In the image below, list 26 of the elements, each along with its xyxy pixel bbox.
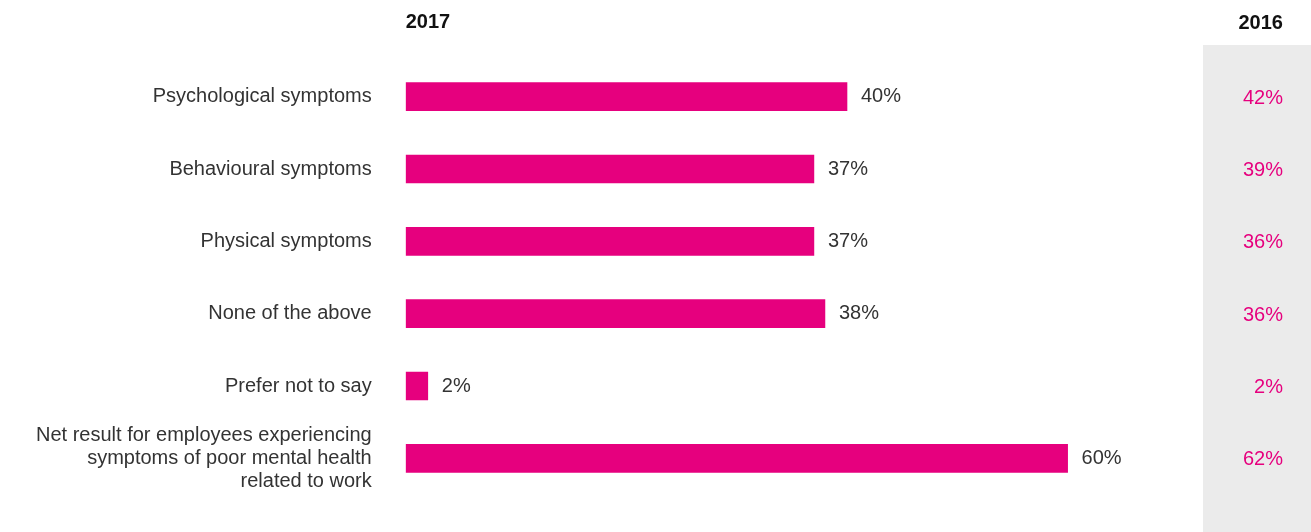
data-label: 38% bbox=[838, 301, 880, 324]
text: 36% bbox=[1242, 301, 1283, 326]
data-label: 40% bbox=[860, 84, 902, 107]
bar bbox=[405, 154, 815, 184]
text: 62% bbox=[1242, 446, 1283, 471]
bar bbox=[405, 82, 848, 111]
bar bbox=[405, 371, 429, 401]
data-label: 2% bbox=[441, 373, 471, 396]
y-tick-label: Psychological symptoms bbox=[152, 84, 372, 107]
data-label: 37% bbox=[827, 228, 869, 251]
text: 39% bbox=[1242, 157, 1283, 181]
text: 2016 bbox=[1238, 10, 1283, 34]
data-label: 60% bbox=[1081, 445, 1122, 468]
y-tick-label: Net result for employees experiencing symptoms of poor mental health related to work bbox=[35, 422, 373, 491]
data-label: 37% bbox=[827, 156, 869, 179]
text: 36% bbox=[1242, 229, 1283, 254]
bar bbox=[405, 227, 815, 256]
y-tick-label: Prefer not to say bbox=[224, 373, 372, 396]
y-tick-label: Behavioural symptoms bbox=[169, 156, 372, 179]
bar bbox=[405, 299, 826, 328]
y-tick-label: Physical symptoms bbox=[200, 228, 372, 251]
text: 2% bbox=[1254, 374, 1283, 398]
text: 42% bbox=[1242, 84, 1283, 109]
bar bbox=[405, 444, 1068, 473]
text: 2017 bbox=[405, 9, 451, 32]
y-tick-label: None of the above bbox=[208, 301, 372, 324]
